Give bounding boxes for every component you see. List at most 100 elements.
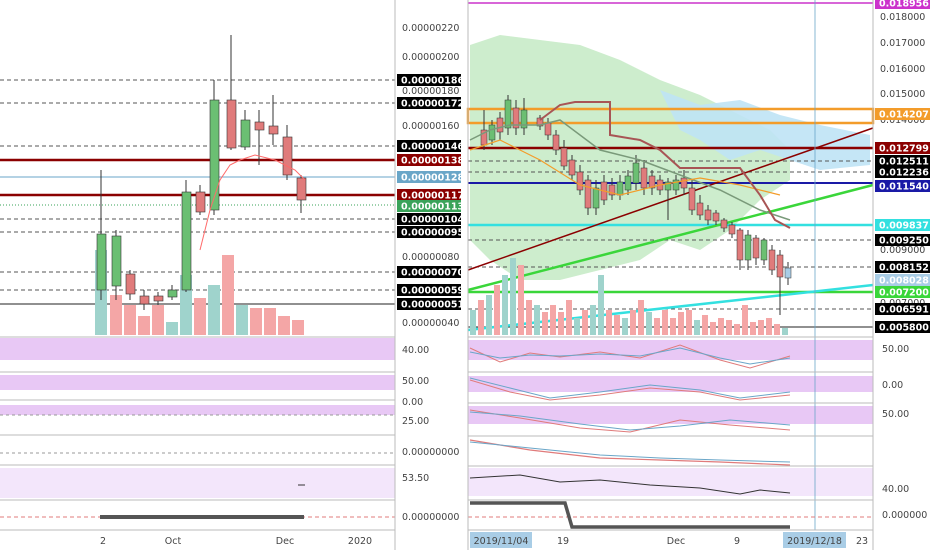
right-chart-panel[interactable] — [466, 0, 875, 550]
left-price-tag-label: 0.00000146 — [401, 142, 464, 153]
left-price-tag-label: 0.00000104 — [401, 215, 464, 226]
right-time-label: Dec — [667, 536, 685, 547]
left-price-tag-bg — [397, 226, 461, 238]
left-price-tag-label: 0.00000113 — [401, 202, 464, 213]
right-price-tag-label: 0.008152 — [879, 263, 929, 274]
left-indicator-tick: 0.00000000 — [402, 447, 459, 458]
left-indicator-tick: 25.00 — [402, 416, 429, 427]
left-price-tag: 0.00000138 — [397, 154, 464, 167]
right-price-tag: 0.007200 — [875, 286, 930, 299]
right-price-tag: 0.005800 — [875, 321, 930, 334]
right-time-axis[interactable]: 19 Dec 9 23 2019/11/04 2019/12/18 — [470, 532, 868, 548]
right-price-tick: 0.016000 — [880, 64, 925, 75]
left-price-tag: 0.00000117 — [397, 189, 464, 202]
left-price-tag: 0.00000104 — [397, 213, 464, 226]
left-price-tick: 0.00000220 — [402, 23, 459, 34]
right-time-label: 23 — [856, 536, 868, 547]
left-indicator-tick: 0.00 — [402, 397, 423, 408]
left-price-tag-label: 0.00000128 — [401, 173, 464, 184]
right-indicator-band-2 — [468, 376, 873, 392]
right-orange-ma — [469, 139, 781, 196]
left-price-tag-label: 0.00000051 — [401, 300, 464, 311]
right-price-tick: 0.018000 — [880, 12, 925, 23]
right-price-tick: 0.015000 — [880, 89, 925, 100]
right-price-tag-bg — [875, 234, 930, 246]
left-price-axis[interactable]: 0.00000220 0.00000200 0.00000180 0.00000160… — [397, 23, 464, 329]
right-price-tag-label: 0.012236 — [879, 168, 929, 179]
left-price-tag-bg — [397, 298, 461, 310]
left-price-tag: 0.00000186 — [397, 74, 464, 87]
right-price-tag-label: 0.007200 — [879, 288, 929, 299]
highlighted-date-label: 2019/11/04 — [474, 536, 529, 547]
left-indicator-axis: 40.00 50.00 0.00 25.00 0.00000000 53.50 0.0000… — [402, 345, 459, 523]
right-price-tick: 0.009000 — [880, 245, 925, 256]
highlighted-date-label: 2019/12/18 — [787, 536, 842, 547]
left-price-tag: 0.00000095 — [397, 226, 464, 239]
right-price-tag-bg — [875, 166, 930, 178]
left-price-tick: 0.00000160 — [402, 121, 459, 132]
right-time-label: 19 — [557, 536, 569, 547]
right-price-tag-bg — [875, 180, 930, 192]
right-price-tick: 0.017000 — [880, 38, 925, 49]
right-price-tag: 0.018956 — [875, 0, 930, 10]
left-candles — [96, 35, 307, 310]
right-indicator-tick: 40.00 — [882, 484, 909, 495]
left-price-tag-bg — [397, 154, 461, 166]
left-price-tag-label: 0.00000138 — [401, 156, 464, 167]
right-trendline-red — [467, 127, 874, 271]
left-price-tag: 0.00000070 — [397, 266, 464, 279]
right-osc2-blue — [469, 377, 791, 399]
right-kijun-line — [469, 119, 791, 221]
left-price-tag-bg — [397, 213, 461, 225]
highlighted-date-bg — [783, 532, 846, 548]
left-indicator-tick: 53.50 — [402, 473, 429, 484]
right-volume-bars — [470, 258, 788, 335]
right-step-indicator — [470, 501, 790, 529]
left-indicator-tick: 0.00000000 — [402, 512, 459, 523]
right-osc4-red — [469, 439, 791, 466]
left-price-pane[interactable] — [0, 0, 395, 335]
right-price-tag: 0.009250 — [875, 234, 930, 247]
left-price-tag-bg — [397, 266, 461, 278]
left-price-tick: 0.00000040 — [402, 318, 459, 329]
left-price-tag-bg — [397, 140, 461, 152]
left-time-axis[interactable]: 2 Oct Dec 2020 — [100, 536, 372, 547]
right-price-tag: 0.011540 — [875, 180, 930, 193]
left-price-tag-bg — [397, 200, 461, 212]
left-price-tick: 0.00000080 — [402, 252, 459, 263]
right-price-tag-bg — [875, 219, 930, 231]
right-price-axis[interactable]: 0.018000 0.017000 0.016000 0.015000 0.014000… — [875, 0, 930, 334]
right-highlighted-date[interactable]: 2019/11/04 — [470, 532, 532, 548]
right-price-tag-bg — [875, 303, 930, 315]
right-price-tag: 0.012236 — [875, 166, 930, 179]
left-price-tag-bg — [397, 74, 461, 86]
left-price-tag: 0.00000059 — [397, 284, 464, 297]
left-time-label: 2020 — [348, 536, 372, 547]
left-indicator-tick: 50.00 — [402, 376, 429, 387]
right-price-tag-label: 0.006591 — [879, 305, 929, 316]
right-osc3-blue — [469, 411, 791, 431]
right-indicator-tick: 0.000000 — [882, 510, 927, 521]
left-indicator-band-4 — [0, 468, 395, 498]
left-moving-average — [199, 154, 306, 251]
right-highlighted-date[interactable]: 2019/12/18 — [783, 532, 846, 548]
left-chart-panel[interactable] — [0, 0, 396, 550]
left-price-tag: 0.00000146 — [397, 140, 464, 153]
right-osc2-red — [469, 379, 791, 401]
right-osc4-blue — [469, 441, 791, 463]
right-price-tag-bg — [875, 0, 930, 9]
left-price-tag-bg — [397, 284, 461, 296]
right-price-tag-bg — [875, 321, 930, 333]
right-price-tag-label: 0.012511 — [879, 157, 929, 168]
left-indicator-band-3 — [0, 405, 395, 415]
right-price-tag-bg — [875, 261, 930, 273]
right-price-tag-bg — [875, 142, 930, 154]
right-time-label: 9 — [734, 536, 740, 547]
right-price-tag-label: 0.005800 — [879, 323, 929, 334]
right-conversion-line — [539, 101, 791, 229]
right-price-tag-label: 0.014207 — [879, 110, 929, 121]
left-price-tag: 0.00000051 — [397, 298, 464, 311]
left-price-tag: 0.00000172 — [397, 97, 464, 110]
left-time-label: Dec — [276, 536, 294, 547]
